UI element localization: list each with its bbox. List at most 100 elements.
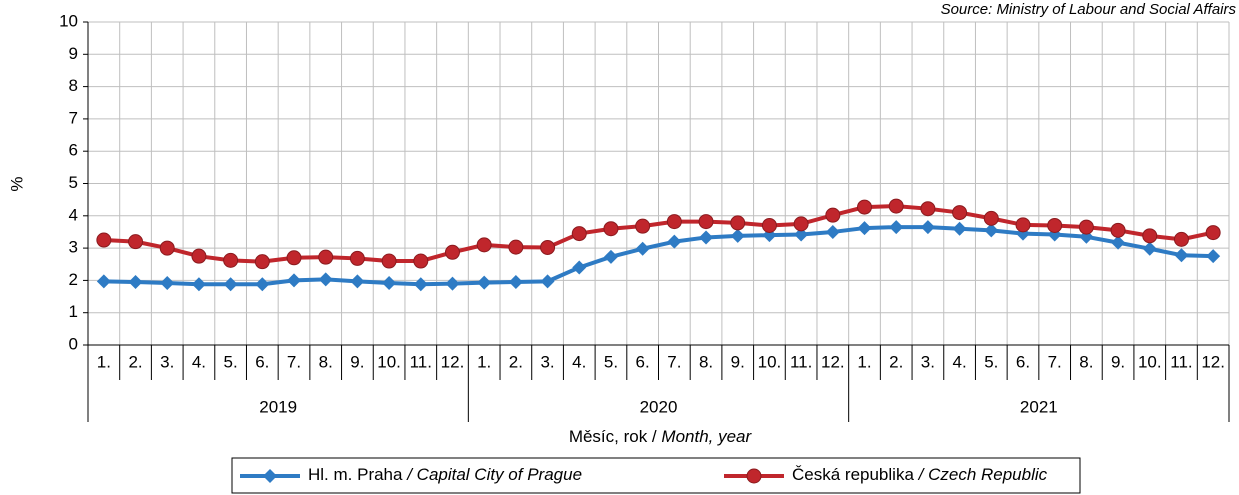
data-point xyxy=(730,215,746,231)
data-point xyxy=(920,220,935,235)
y-axis-label: % xyxy=(7,176,26,191)
x-tick-label: 8. xyxy=(699,352,713,371)
data-point xyxy=(1142,228,1158,244)
source: Source: Ministry of Labour and Social Af… xyxy=(941,1,1237,18)
data-point xyxy=(1205,225,1221,241)
data-point xyxy=(160,275,175,290)
data-point xyxy=(1174,248,1189,263)
x-tick-label: 6. xyxy=(255,352,269,371)
data-point xyxy=(983,210,999,226)
data-point xyxy=(445,276,460,291)
x-axis-label-cz: Měsíc, rok / xyxy=(569,427,657,446)
data-point xyxy=(1015,217,1031,233)
data-point xyxy=(318,249,334,265)
data-point xyxy=(254,254,270,270)
data-point xyxy=(159,240,175,256)
data-point xyxy=(1078,219,1094,235)
data-point xyxy=(1047,217,1063,233)
legend-label: Hl. m. Praha / Capital City of Prague xyxy=(308,465,582,484)
data-point xyxy=(128,275,143,290)
y-tick-label: 3 xyxy=(69,238,78,257)
data-point xyxy=(191,277,206,292)
x-tick-label: 9. xyxy=(350,352,364,371)
x-tick-label: 3. xyxy=(921,352,935,371)
x-tick-label: 10. xyxy=(758,352,782,371)
data-point xyxy=(350,274,365,289)
data-point xyxy=(1111,235,1126,250)
legend-name-en: / Czech Republic xyxy=(918,465,1048,484)
y-tick-label: 9 xyxy=(69,44,78,63)
data-point xyxy=(761,217,777,233)
legend-marker xyxy=(263,469,277,483)
x-tick-label: 4. xyxy=(572,352,586,371)
data-point xyxy=(508,239,524,255)
y-tick-label: 8 xyxy=(69,76,78,95)
data-point xyxy=(603,221,619,237)
data-point xyxy=(952,205,968,221)
data-point xyxy=(318,272,333,287)
data-point xyxy=(730,228,745,243)
data-point xyxy=(255,277,270,292)
year-label: 2021 xyxy=(1020,397,1058,416)
x-axis-label-en: Month, year xyxy=(661,427,752,446)
legend-name-en: / Capital City of Prague xyxy=(406,465,582,484)
y-tick-label: 5 xyxy=(69,173,78,192)
y-tick-label: 1 xyxy=(69,302,78,321)
x-tick-label: 5. xyxy=(224,352,238,371)
x-tick-label: 11. xyxy=(1170,352,1192,371)
x-tick-label: 5. xyxy=(604,352,618,371)
data-point xyxy=(667,234,682,249)
legend-name: Hl. m. Praha xyxy=(308,465,403,484)
y-tick-label: 6 xyxy=(69,141,78,160)
data-point xyxy=(699,230,714,245)
y-tick-label: 2 xyxy=(69,270,78,289)
x-tick-label: 3. xyxy=(540,352,554,371)
x-tick-label: 12. xyxy=(441,352,465,371)
x-tick-label: 11. xyxy=(410,352,432,371)
data-point xyxy=(793,216,809,232)
data-point xyxy=(572,260,587,275)
data-point xyxy=(889,220,904,235)
data-point xyxy=(857,199,873,215)
data-point xyxy=(952,221,967,236)
data-point xyxy=(349,250,365,266)
data-point xyxy=(287,273,302,288)
data-point xyxy=(603,249,618,264)
data-point xyxy=(413,253,429,269)
x-tick-label: 12. xyxy=(1201,352,1225,371)
legend-box xyxy=(231,457,1081,494)
x-tick-label: 9. xyxy=(1111,352,1125,371)
x-tick-label: 10. xyxy=(1138,352,1162,371)
x-tick-label: 1. xyxy=(97,352,111,371)
data-point xyxy=(286,250,302,266)
data-point xyxy=(540,274,555,289)
legend-marker xyxy=(746,468,762,484)
x-axis-label: Měsíc, rok / Month, year xyxy=(569,427,753,446)
data-point xyxy=(920,201,936,217)
data-point xyxy=(825,207,841,223)
x-tick-label: 8. xyxy=(1079,352,1093,371)
data-point xyxy=(857,221,872,236)
data-point xyxy=(825,224,840,239)
data-point xyxy=(96,274,111,289)
data-point xyxy=(477,275,492,290)
x-tick-label: 2. xyxy=(128,352,142,371)
data-point xyxy=(413,277,428,292)
x-tick-label: 6. xyxy=(1016,352,1030,371)
x-tick-label: 2. xyxy=(509,352,523,371)
data-point xyxy=(1142,241,1157,256)
data-point xyxy=(382,275,397,290)
x-tick-label: 7. xyxy=(1048,352,1062,371)
x-tick-label: 12. xyxy=(821,352,845,371)
x-tick-label: 2. xyxy=(889,352,903,371)
data-point xyxy=(698,214,714,230)
data-point xyxy=(984,223,999,238)
data-point xyxy=(540,239,556,255)
y-tick-label: 7 xyxy=(69,108,78,127)
data-point xyxy=(381,253,397,269)
data-point xyxy=(666,214,682,230)
x-tick-label: 4. xyxy=(192,352,206,371)
data-point xyxy=(635,241,650,256)
data-point xyxy=(635,218,651,234)
